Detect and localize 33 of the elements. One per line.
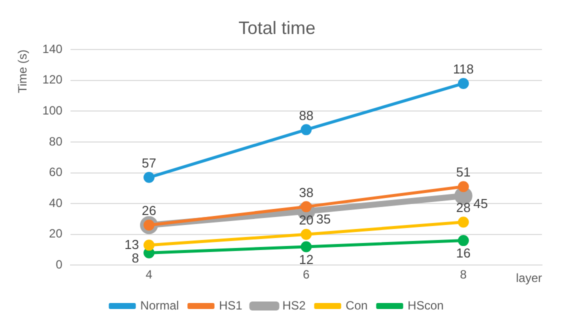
data-label: 88 bbox=[298, 108, 314, 123]
y-tick-label: 20 bbox=[49, 226, 63, 241]
data-label: 35 bbox=[316, 211, 331, 226]
legend-label: HS2 bbox=[282, 298, 306, 312]
data-label: 51 bbox=[456, 164, 471, 180]
y-tick-label: 40 bbox=[49, 196, 63, 210]
x-axis-title: layer bbox=[516, 271, 542, 286]
chart-title: Total time bbox=[238, 18, 316, 38]
data-label: 13 bbox=[124, 236, 140, 252]
data-label: 38 bbox=[298, 184, 314, 200]
legend-label: Normal bbox=[140, 298, 179, 312]
data-label: 57 bbox=[142, 156, 156, 170]
y-tick-label: 0 bbox=[56, 258, 63, 272]
y-axis-title: Time (s) bbox=[16, 50, 30, 94]
data-label: 16 bbox=[456, 246, 471, 261]
legend-label: HS1 bbox=[218, 298, 243, 312]
x-tick-label: 4 bbox=[146, 268, 153, 282]
y-tick-label: 80 bbox=[49, 134, 63, 148]
x-tick-label: 6 bbox=[302, 268, 310, 282]
y-tick-label: 60 bbox=[49, 165, 63, 180]
legend-label: Con bbox=[346, 298, 368, 312]
x-tick-label: 8 bbox=[460, 268, 468, 282]
data-label: 118 bbox=[453, 62, 474, 77]
data-label: 12 bbox=[298, 252, 314, 267]
data-label: 20 bbox=[298, 212, 314, 228]
data-label: 8 bbox=[132, 250, 140, 266]
y-tick-label: 120 bbox=[42, 72, 63, 87]
y-tick-label: 140 bbox=[42, 42, 63, 56]
data-label: 45 bbox=[473, 196, 488, 211]
y-tick-label: 100 bbox=[42, 104, 63, 118]
data-label: 26 bbox=[142, 203, 156, 218]
legend-label: HScon bbox=[408, 298, 444, 312]
data-label: 28 bbox=[456, 200, 471, 216]
